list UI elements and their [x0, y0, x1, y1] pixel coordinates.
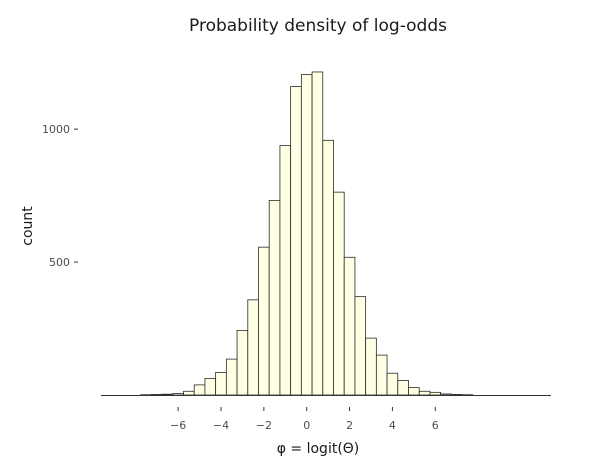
histogram-bar: [333, 191, 345, 396]
x-axis: −6 −4 −2 0 2 4 6: [101, 395, 551, 432]
histogram-bar: [225, 358, 238, 396]
histogram-bar: [268, 199, 281, 396]
histogram-bar: [386, 372, 399, 396]
histogram-bar: [215, 371, 227, 396]
histogram-bar: [161, 393, 174, 396]
histogram-bar: [354, 296, 367, 396]
x-tick-label: −2: [256, 419, 272, 432]
x-tick-label: 2: [346, 419, 353, 432]
bars-group: [140, 71, 474, 396]
x-tick-label: −4: [213, 419, 229, 432]
histogram-bar: [440, 393, 452, 396]
x-axis-label: φ = logit(Θ): [277, 441, 360, 457]
histogram-bar: [150, 394, 163, 396]
histogram-bar: [279, 145, 292, 396]
histogram-bar: [429, 391, 442, 396]
x-tick-label: 4: [389, 419, 396, 432]
histogram-bar: [408, 387, 420, 396]
histogram-bar: [343, 256, 356, 396]
histogram-bar: [193, 384, 206, 396]
histogram-bar: [311, 71, 324, 396]
histogram-bar: [300, 74, 313, 396]
histogram-bar: [247, 299, 259, 396]
histogram-bar: [450, 394, 463, 396]
histogram-bar: [236, 329, 249, 396]
y-tick-label: 1000: [42, 123, 70, 136]
y-tick-label: 500: [49, 256, 70, 269]
y-axis: 500 1000: [42, 123, 78, 269]
histogram-bar: [172, 392, 184, 396]
histogram-bar: [290, 86, 302, 396]
histogram-bar: [258, 246, 270, 396]
x-tick-label: 6: [432, 419, 439, 432]
x-tick-label: 0: [303, 419, 310, 432]
x-tick-label: −6: [170, 419, 186, 432]
histogram-bar: [365, 337, 377, 396]
histogram-bar: [397, 379, 409, 396]
histogram-bar: [204, 378, 217, 396]
histogram-bar: [322, 139, 334, 396]
chart-title: Probability density of log-odds: [189, 16, 447, 36]
histogram-bar: [375, 354, 388, 396]
histogram-bar: [183, 390, 195, 396]
histogram-bar: [418, 390, 431, 396]
y-axis-label: count: [20, 206, 36, 246]
